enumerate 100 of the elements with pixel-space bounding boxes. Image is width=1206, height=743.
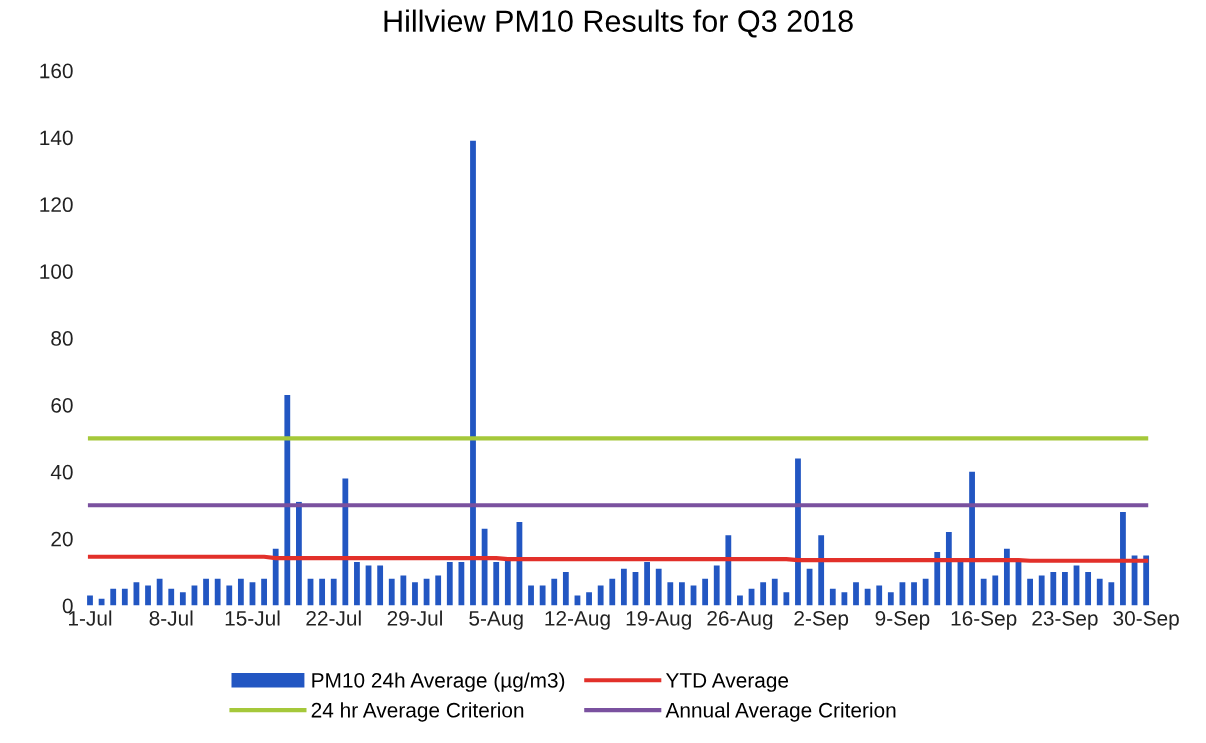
bar bbox=[168, 588, 175, 606]
bar bbox=[609, 578, 616, 606]
y-tick-label: 100 bbox=[40, 264, 73, 279]
bar bbox=[1003, 548, 1010, 606]
bar bbox=[1085, 572, 1092, 606]
bar bbox=[969, 471, 975, 606]
bar bbox=[853, 582, 859, 606]
bar bbox=[342, 478, 349, 606]
bar bbox=[795, 458, 801, 606]
bar bbox=[388, 578, 395, 606]
bar bbox=[667, 582, 674, 606]
bar bbox=[1027, 578, 1033, 606]
bar bbox=[1108, 582, 1115, 606]
bar bbox=[922, 578, 929, 606]
x-tick-label: 16-Sep bbox=[951, 610, 1017, 630]
x-tick-label: 30-Sep bbox=[1113, 610, 1179, 630]
bar bbox=[597, 585, 604, 606]
bar bbox=[1038, 575, 1045, 606]
y-tick-label: 40 bbox=[50, 464, 73, 480]
chart-title: Hillview PM10 Results for Q3 2018 bbox=[384, 9, 853, 38]
bar bbox=[783, 592, 790, 606]
bar bbox=[655, 568, 662, 606]
bar bbox=[156, 578, 163, 606]
y-tick-label: 60 bbox=[51, 397, 73, 413]
bar bbox=[330, 578, 337, 606]
bar bbox=[679, 582, 685, 606]
bar bbox=[121, 588, 128, 606]
y-tick-label: 160 bbox=[40, 63, 73, 79]
bar bbox=[98, 598, 105, 606]
bar bbox=[586, 592, 592, 606]
bar bbox=[725, 535, 732, 606]
bar bbox=[934, 552, 941, 606]
legend-label: YTD Average bbox=[665, 673, 789, 692]
bar bbox=[644, 562, 650, 606]
bar bbox=[539, 585, 546, 606]
bar bbox=[179, 592, 186, 606]
bar bbox=[226, 585, 233, 606]
bar bbox=[1050, 572, 1057, 606]
bar bbox=[829, 588, 836, 606]
bar bbox=[1062, 572, 1068, 606]
x-tick-label: 29-Jul bbox=[387, 610, 442, 626]
bar bbox=[435, 575, 442, 606]
bar bbox=[400, 575, 407, 606]
x-tick-label: 19-Aug bbox=[626, 610, 691, 630]
bar bbox=[876, 585, 883, 606]
bar bbox=[1096, 578, 1103, 606]
bar bbox=[911, 582, 917, 606]
bar bbox=[470, 140, 476, 606]
x-tick-label: 2-Sep bbox=[794, 610, 849, 630]
bar bbox=[841, 592, 848, 606]
x-tick-label: 22-Jul bbox=[306, 610, 361, 626]
bar bbox=[458, 562, 465, 606]
bar bbox=[702, 578, 709, 606]
bar bbox=[214, 578, 221, 606]
bar bbox=[87, 595, 93, 606]
x-tick-label: 9-Sep bbox=[875, 610, 930, 630]
bar bbox=[493, 562, 500, 606]
bar bbox=[110, 588, 117, 606]
bar bbox=[377, 565, 384, 606]
bar bbox=[551, 578, 558, 606]
bar bbox=[713, 565, 720, 606]
bar bbox=[272, 548, 279, 606]
bar bbox=[446, 562, 453, 606]
bar bbox=[284, 394, 291, 606]
legend-label: 24 hr Average Criterion bbox=[311, 702, 524, 722]
y-tick-label: 20 bbox=[51, 531, 73, 547]
bar bbox=[237, 578, 244, 606]
bar bbox=[203, 578, 209, 606]
bar bbox=[992, 575, 999, 606]
bar bbox=[261, 578, 267, 606]
x-tick-label: 5-Aug bbox=[469, 611, 523, 630]
bar bbox=[818, 535, 825, 606]
bar bbox=[980, 578, 987, 606]
bar bbox=[771, 578, 778, 606]
bar bbox=[620, 568, 627, 606]
x-tick-label: 15-Jul bbox=[225, 610, 280, 626]
bar bbox=[319, 578, 326, 606]
legend-label: Annual Average Criterion bbox=[665, 702, 896, 722]
y-tick-label: 120 bbox=[40, 197, 73, 213]
bar bbox=[864, 588, 871, 606]
bar bbox=[296, 501, 302, 606]
bar bbox=[145, 585, 151, 606]
bar bbox=[562, 572, 569, 606]
x-tick-label: 23-Sep bbox=[1032, 610, 1098, 630]
bar bbox=[737, 595, 743, 606]
bar bbox=[528, 585, 534, 606]
x-tick-label: 12-Aug bbox=[545, 610, 610, 630]
bar bbox=[481, 528, 488, 606]
bar bbox=[354, 562, 360, 606]
bar bbox=[504, 558, 511, 606]
bar bbox=[887, 592, 894, 606]
legend-label: PM10 24h Average (µg/m3) bbox=[312, 672, 565, 692]
x-tick-label: 26-Aug bbox=[707, 610, 773, 630]
bar bbox=[760, 582, 767, 606]
bar bbox=[945, 531, 952, 606]
bar bbox=[1143, 555, 1150, 606]
x-tick-label: 8-Jul bbox=[149, 610, 193, 626]
y-tick-label: 140 bbox=[40, 130, 73, 146]
y-tick-label: 80 bbox=[51, 331, 73, 346]
bar bbox=[412, 582, 418, 606]
